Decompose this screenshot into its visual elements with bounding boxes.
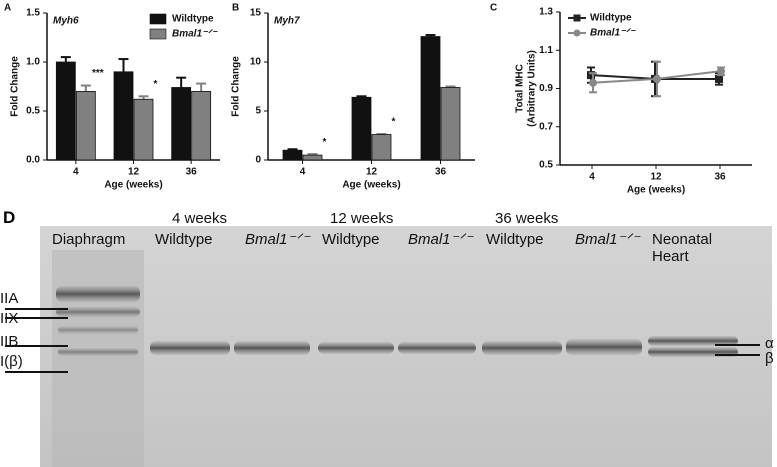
y-tick-label: 5 xyxy=(255,106,261,117)
legend-swatch xyxy=(149,28,167,40)
x-tick-label: 36 xyxy=(435,167,447,178)
bar xyxy=(420,36,441,161)
time-label: 36 weeks xyxy=(495,210,559,227)
legend-label: Bmal1⁻ᐟ⁻ xyxy=(172,29,219,40)
bar xyxy=(75,91,96,161)
band-label: IIA xyxy=(0,290,19,307)
marker xyxy=(717,67,725,76)
panel-label: D xyxy=(3,208,16,227)
time-label: 12 weeks xyxy=(330,210,394,227)
y-tick-label: 1.5 xyxy=(26,8,40,19)
time-label: 4 weeks xyxy=(172,210,228,227)
bar xyxy=(282,149,303,161)
band-label: IIX xyxy=(0,310,19,327)
legend-swatch xyxy=(149,13,167,25)
panel-label: A xyxy=(4,3,11,14)
annotation: *** xyxy=(92,68,104,79)
x-tick-label: 12 xyxy=(650,172,662,183)
y-tick-label: 0.9 xyxy=(539,83,553,94)
chart-title: Myh6 xyxy=(53,16,79,27)
lane-label: Diaphragm xyxy=(52,231,126,248)
bar xyxy=(440,87,461,161)
lane-label: Neonatal Heart xyxy=(652,231,713,265)
lane-label: Bmal1⁻ᐟ⁻ xyxy=(575,231,640,248)
y-axis-label: Fold Change xyxy=(231,56,242,117)
legend-label: Bmal1⁻ᐟ⁻ xyxy=(590,28,637,39)
x-tick-label: 12 xyxy=(128,167,140,178)
lane-label: Wildtype xyxy=(155,231,213,248)
annotation: * xyxy=(154,79,158,90)
y-tick-label: 15 xyxy=(250,8,262,19)
bar xyxy=(171,87,192,161)
x-axis-label: Age (weeks) xyxy=(627,185,685,196)
band-label: α xyxy=(765,335,774,352)
y-tick-label: 1.1 xyxy=(539,45,553,56)
chart-title: Myh7 xyxy=(274,16,300,27)
y-tick-label: 0 xyxy=(255,155,261,166)
bar xyxy=(113,71,134,161)
bar xyxy=(133,98,154,161)
y-tick-label: 0.0 xyxy=(26,155,40,166)
marker xyxy=(653,74,661,83)
marker xyxy=(715,74,723,83)
x-axis-label: Age (weeks) xyxy=(104,180,162,191)
x-tick-label: 4 xyxy=(73,167,79,178)
panel-label: B xyxy=(232,3,239,14)
lane-label: Bmal1⁻ᐟ⁻ xyxy=(408,231,473,248)
bar xyxy=(371,134,392,161)
x-tick-label: 36 xyxy=(714,172,726,183)
x-axis-label: Age (weeks) xyxy=(342,180,400,191)
y-tick-label: 1.3 xyxy=(539,7,553,18)
bar xyxy=(55,61,76,161)
legend-label: Wildtype xyxy=(172,14,214,25)
bar xyxy=(302,154,323,161)
y-axis-label: (Arbitrary Units) xyxy=(527,50,538,127)
y-tick-label: 0.5 xyxy=(539,160,553,171)
gel-image xyxy=(5,226,772,467)
lane-label: Wildtype xyxy=(486,231,544,248)
y-axis-label: Fold Change xyxy=(10,56,21,117)
x-tick-label: 4 xyxy=(589,172,595,183)
band-label: I(β) xyxy=(0,353,23,370)
band-label: β xyxy=(765,350,774,367)
legend-label: Wildtype xyxy=(590,13,632,24)
y-tick-label: 1.0 xyxy=(26,57,40,68)
lane-label: Bmal1⁻ᐟ⁻ xyxy=(245,231,310,248)
panel-label: C xyxy=(490,3,497,14)
x-tick-label: 4 xyxy=(300,167,306,178)
band-label: IIB xyxy=(0,333,19,350)
marker xyxy=(589,78,597,87)
y-tick-label: 0.7 xyxy=(539,121,553,132)
bar xyxy=(191,91,212,161)
legend-marker xyxy=(573,29,581,37)
y-tick-label: 0.5 xyxy=(26,106,40,117)
x-tick-label: 36 xyxy=(186,167,198,178)
bar xyxy=(351,96,372,161)
annotation: * xyxy=(323,137,327,148)
marker xyxy=(587,71,595,80)
y-axis-label: Total MHC xyxy=(515,64,526,113)
annotation: * xyxy=(392,117,396,128)
lane-label: Wildtype xyxy=(322,231,380,248)
x-tick-label: 12 xyxy=(366,167,378,178)
y-tick-label: 10 xyxy=(250,57,262,68)
legend-marker xyxy=(573,14,581,22)
